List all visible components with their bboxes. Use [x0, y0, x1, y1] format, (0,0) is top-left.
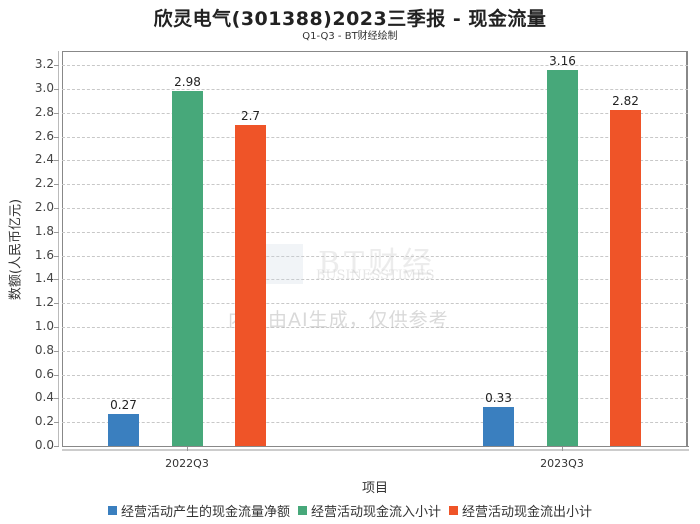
gridline [62, 232, 688, 233]
y-tick-label: 1.8 [34, 224, 54, 238]
bar-outflow-2023q3[interactable] [610, 110, 641, 446]
chart-title: 欣灵电气(301388)2023三季报 - 现金流量 [153, 8, 547, 30]
y-tick-label: 2.8 [34, 105, 54, 119]
x-tick-2022q3: 2022Q3 [165, 457, 209, 470]
legend-label-inflow: 经营活动现金流入小计 [310, 505, 441, 520]
bar-net-2022q3[interactable] [108, 414, 139, 446]
bar-value-label: 2.98 [174, 75, 201, 89]
gridline [62, 160, 688, 161]
gridline [62, 351, 688, 352]
y-tick-mark [54, 422, 59, 423]
y-tick-label: 2.0 [34, 200, 54, 214]
bar-inflow-2022q3[interactable] [172, 91, 203, 446]
y-tick-label: 3.0 [34, 81, 54, 95]
gridline [62, 375, 688, 376]
legend-item-inflow[interactable]: 经营活动现金流入小计 [297, 501, 441, 520]
y-tick-label: 1.6 [34, 248, 54, 262]
y-tick-mark [54, 160, 59, 161]
legend-label-net: 经营活动产生的现金流量净额 [120, 505, 290, 520]
bar-outflow-2022q3[interactable] [235, 125, 266, 446]
watermark-logo-sub: BUSINESSTIMES [316, 268, 435, 283]
y-tick-mark [54, 113, 59, 114]
watermark-logo: BT财经 [318, 246, 437, 281]
y-tick-label: 0.8 [34, 343, 54, 357]
y-tick-mark [54, 89, 59, 90]
y-tick-label: 1.2 [34, 295, 54, 309]
y-tick-mark [54, 398, 59, 399]
legend-item-outflow[interactable]: 经营活动现金流出小计 [449, 501, 592, 520]
x-axis-label: 项目 [361, 481, 388, 496]
gridline [62, 422, 688, 423]
y-tick-mark [54, 279, 59, 280]
bar-value-label: 0.27 [110, 398, 137, 412]
gridline [62, 137, 688, 138]
gridline [62, 327, 688, 328]
x-tick-mark-2023q3 [562, 447, 563, 451]
y-tick-mark [54, 446, 59, 447]
y-tick-label: 0.2 [34, 414, 54, 428]
y-axis-label: 数额(人民币亿元) [8, 198, 24, 301]
bar-net-2023q3[interactable] [483, 407, 514, 446]
y-tick-label: 1.4 [34, 271, 54, 285]
y-tick-label: 2.4 [34, 152, 54, 166]
bar-inflow-2023q3[interactable] [547, 70, 578, 446]
gridline [62, 208, 688, 209]
gridline [62, 65, 688, 66]
y-tick-label: 0.4 [34, 390, 54, 404]
legend: 经营活动产生的现金流量净额 经营活动现金流入小计 经营活动现金流出小计 [0, 501, 700, 520]
gridline [62, 303, 688, 304]
legend-swatch-green-icon [297, 506, 307, 515]
x-tick-2023q3: 2023Q3 [540, 457, 584, 470]
y-tick-label: 0.6 [34, 367, 54, 381]
y-tick-mark [54, 303, 59, 304]
watermark-text: 内容由AI生成，仅供参考 [228, 309, 449, 331]
y-tick-mark [54, 327, 59, 328]
bar-value-label: 0.33 [485, 391, 512, 405]
gridline [62, 184, 688, 185]
y-tick-mark [54, 256, 59, 257]
gridline [62, 279, 688, 280]
y-tick-mark [54, 208, 59, 209]
legend-swatch-blue-icon [107, 506, 117, 515]
x-axis-line [62, 446, 689, 447]
y-tick-mark [54, 375, 59, 376]
x-axis-shadow-line [62, 449, 689, 451]
chart-subtitle: Q1-Q3 - BT财经绘制 [302, 31, 398, 42]
y-tick-mark [54, 351, 59, 352]
y-tick-mark [54, 65, 59, 66]
bar-value-label: 2.82 [612, 94, 639, 108]
y-tick-mark [54, 184, 59, 185]
y-tick-label: 1.0 [34, 319, 54, 333]
y-tick-mark [54, 232, 59, 233]
gridline [62, 113, 688, 114]
y-tick-label: 0.0 [34, 438, 54, 452]
gridline [62, 256, 688, 257]
x-tick-mark-2022q3 [187, 447, 188, 451]
bar-value-label: 3.16 [549, 54, 576, 68]
legend-swatch-orange-icon [449, 506, 458, 515]
y-tick-label: 2.6 [34, 129, 54, 143]
gridline [62, 398, 688, 399]
y-tick-label: 2.2 [34, 176, 54, 190]
y-tick-mark [54, 137, 59, 138]
legend-label-outflow: 经营活动现金流出小计 [462, 505, 593, 520]
gridline [62, 89, 688, 90]
y-axis-line [58, 51, 59, 447]
y-tick-label: 3.2 [34, 57, 54, 71]
plot-area [62, 51, 688, 446]
bar-value-label: 2.7 [240, 109, 261, 123]
legend-item-net[interactable]: 经营活动产生的现金流量净额 [107, 501, 290, 520]
